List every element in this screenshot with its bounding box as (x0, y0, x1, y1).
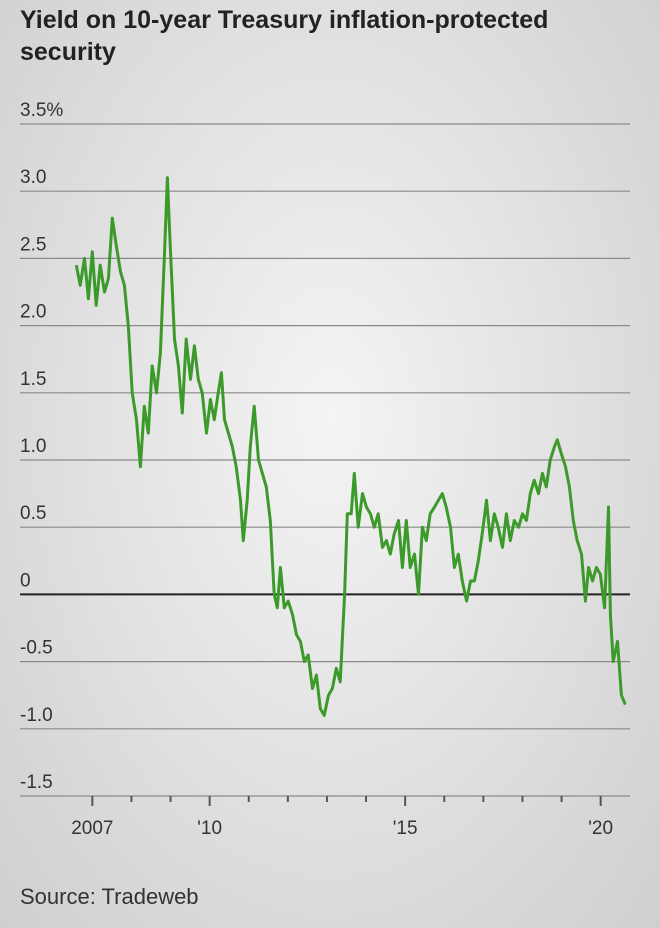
source-note: Source: Tradeweb (20, 884, 199, 909)
chart-title: Yield on 10-year Treasury inflation-prot… (20, 6, 549, 66)
y-tick-label: -1.5 (20, 772, 53, 793)
x-tick-label: '10 (197, 818, 222, 839)
y-tick-label: 0 (20, 570, 31, 591)
y-tick-label: 3.5% (20, 100, 63, 121)
y-tick-label: 1.5 (20, 369, 46, 390)
y-tick-label: 2.0 (20, 302, 46, 323)
y-tick-label: -1.0 (20, 705, 53, 726)
y-tick-label: 1.0 (20, 436, 46, 457)
chart: 3.5% 3.0 2.5 2.0 1.5 1.0 0.5 0 -0.5 -1.0 -1.5 2007 '… (20, 100, 630, 839)
x-tick-label: '20 (588, 818, 613, 839)
x-tick-label: '15 (393, 818, 418, 839)
y-tick-label: 0.5 (20, 503, 46, 524)
data-line (74, 176, 627, 717)
y-tick-label: -0.5 (20, 638, 53, 659)
y-tick-label: 3.0 (20, 167, 46, 188)
x-tick-label: 2007 (71, 818, 113, 839)
y-tick-label: 2.5 (20, 234, 46, 255)
